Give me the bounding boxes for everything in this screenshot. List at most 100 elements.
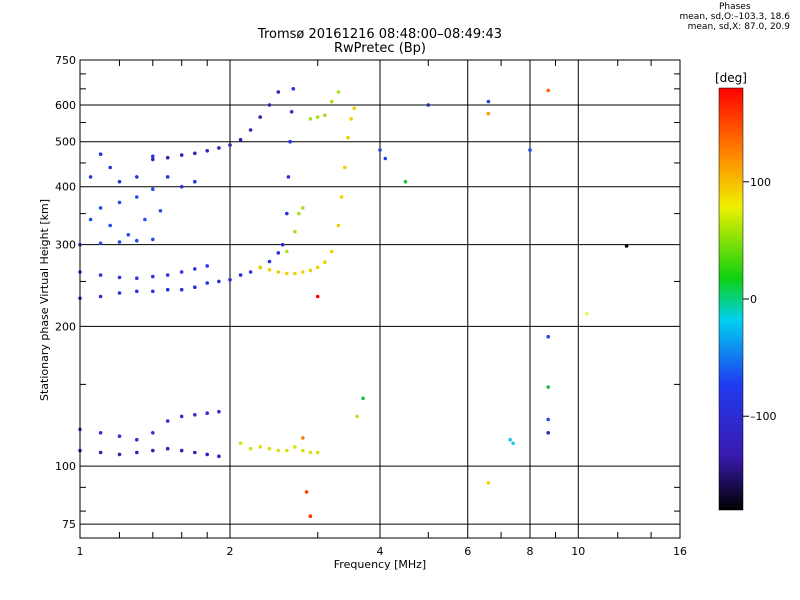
colorbar-tick-label: 100 — [750, 176, 771, 189]
data-point-o-E-trace — [151, 448, 155, 453]
data-point-sparse-points — [426, 103, 431, 107]
data-point-sparse-points — [486, 111, 491, 116]
y-axis-label: Stationary phase Virtual Height [km] — [38, 199, 51, 401]
data-point-o-cluster-300-400 — [135, 195, 139, 199]
data-point-x-F-trace — [339, 195, 344, 199]
data-point-sparse-points — [378, 148, 382, 152]
data-point-o-F-upper — [205, 264, 209, 268]
colorbar-label: [deg] — [715, 71, 747, 85]
data-point-sparse-points — [383, 156, 388, 161]
data-point-x-F-hook — [315, 115, 320, 119]
data-point-o-F2-reflection — [217, 146, 221, 150]
colorbar-ticks: –100 0 100 — [743, 176, 777, 423]
y-tick-label: 300 — [55, 239, 76, 252]
data-point-x-E-trace — [308, 450, 313, 455]
data-point-x-F-trace — [343, 165, 347, 170]
colorbar-tick-label: 0 — [750, 293, 757, 306]
data-point-x-F-trace — [267, 267, 272, 272]
data-point-o-cluster-300-400 — [108, 223, 112, 228]
data-point-o-E-trace — [135, 450, 139, 455]
data-point-o-F-trace — [291, 87, 296, 91]
plot-frame — [79, 59, 681, 539]
data-point-o-F2-reflection — [193, 151, 197, 156]
data-point-o-F-trace — [135, 289, 139, 294]
data-point-x-F-trace — [301, 270, 305, 274]
x-axis-ticks: 1 2 4 6 8 10 16 — [77, 60, 687, 558]
data-point-x-F-hook — [293, 229, 297, 234]
data-point-o-E-trace — [217, 454, 221, 459]
chart-title-line-1: Tromsø 20161216 08:48:00–08:49:43 — [257, 27, 503, 42]
data-point-o-F-upper — [117, 275, 122, 280]
data-point-sparse-points — [361, 396, 365, 401]
data-point-x-F-hook — [301, 206, 305, 210]
data-point-o-F2-reflection — [258, 115, 263, 119]
data-point-o-cluster-400-480 — [193, 179, 197, 184]
data-point-o-E-trace — [165, 446, 170, 451]
data-point-sparse-points — [301, 436, 305, 440]
data-point-o-F-trace — [288, 139, 292, 144]
data-point-x-E-trace — [267, 446, 272, 451]
data-point-o-F-trace — [276, 251, 281, 255]
data-point-o-F-upper — [165, 273, 170, 277]
data-point-sparse-points — [546, 334, 550, 339]
x-tick-label: 2 — [227, 545, 234, 558]
x-tick-label: 16 — [673, 545, 687, 558]
y-tick-label: 75 — [62, 518, 76, 531]
data-point-o-F2-reflection — [165, 155, 170, 160]
data-point-o-F-trace — [165, 287, 170, 292]
data-point-o-F-trace — [98, 294, 103, 299]
data-point-o-F-trace — [238, 273, 243, 277]
data-point-o-F2-reflection — [248, 128, 253, 132]
data-point-o-F-mid — [151, 237, 155, 242]
data-point-o-Es-trace — [151, 431, 155, 435]
data-point-o-cluster-300-400 — [143, 217, 147, 222]
data-point-o-E-trace — [98, 450, 103, 455]
data-point-x-F-trace — [315, 265, 320, 270]
data-point-o-F-upper — [151, 274, 155, 279]
data-point-o-F2-reflection — [238, 137, 243, 142]
data-point-o-Es-trace — [205, 411, 209, 416]
data-point-x-F-trace — [285, 271, 289, 276]
data-point-o-E-trace — [205, 452, 209, 457]
data-point-o-E-trace — [117, 452, 122, 457]
data-point-o-cluster-300-400 — [117, 200, 122, 205]
data-point-o-cluster-400-480 — [88, 175, 93, 179]
data-point-o-cluster-400-480 — [117, 179, 122, 184]
data-point-x-F-trace — [349, 117, 353, 121]
data-point-o-cluster-400-480 — [179, 184, 184, 189]
data-point-o-F-trace — [228, 278, 232, 282]
data-point-x-F-hook — [285, 249, 289, 254]
phase-statistics: Phases mean, sd,O:–103.3, 18.6 mean, sd,… — [680, 2, 791, 32]
data-point-o-Es-trace — [193, 413, 197, 417]
data-point-o-Es-trace — [217, 409, 221, 414]
data-point-o-F2-reflection — [151, 157, 155, 162]
data-point-o-F-trace — [285, 211, 289, 216]
data-point-x-E-trace — [248, 446, 253, 451]
data-point-sparse-points — [403, 179, 408, 184]
x-tick-label: 6 — [464, 545, 471, 558]
data-point-o-F-trace — [193, 285, 197, 290]
data-point-sparse-points — [486, 481, 491, 485]
data-point-sparse-points — [546, 385, 550, 389]
y-tick-label: 100 — [55, 460, 76, 473]
data-point-x-F-trace — [308, 268, 313, 273]
data-point-x-F-hook — [336, 90, 341, 94]
data-point-x-F-hook — [329, 99, 334, 104]
data-point-o-cluster-400-480 — [135, 175, 139, 179]
data-point-o-F-trace — [267, 259, 272, 264]
y-tick-label: 200 — [55, 320, 76, 333]
data-point-o-cluster-300-400 — [158, 209, 163, 213]
data-point-x-F-trace — [352, 106, 357, 111]
data-point-o-F2-reflection — [179, 153, 184, 157]
data-point-x-F-trace — [293, 271, 297, 276]
data-point-o-cluster-400-480 — [98, 152, 103, 156]
data-point-x-F-hook — [308, 117, 313, 121]
data-point-x-F-hook — [323, 113, 327, 118]
data-point-x-E-trace — [315, 450, 320, 455]
data-point-o-cluster-300-400 — [98, 206, 103, 210]
x-tick-label: 8 — [527, 545, 534, 558]
data-point-x-E-trace — [276, 448, 281, 453]
data-point-o-cluster-300-400 — [88, 217, 93, 222]
y-tick-label: 600 — [55, 99, 76, 112]
